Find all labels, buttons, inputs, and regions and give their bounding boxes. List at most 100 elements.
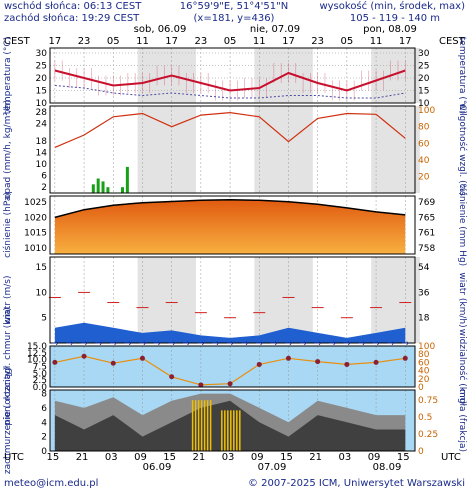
cloud-base-point <box>373 359 379 365</box>
precipitation-bar <box>106 187 110 193</box>
top-hour-label: 23 <box>311 36 324 47</box>
wind-direction-arrow: → <box>328 339 336 349</box>
top-day-label: nie, 07.09 <box>250 24 300 35</box>
wind-direction-arrow: → <box>139 339 147 349</box>
right-axis-title: wilgotność wzgl. (%) <box>457 103 468 195</box>
top-hour-label: 05 <box>224 36 237 47</box>
right-tick-label: 60 <box>418 139 430 149</box>
wind-direction-arrow: → <box>387 339 395 349</box>
wind-direction-arrow: → <box>124 339 132 349</box>
left-axis-title: zachmurzenie (oktanty) <box>3 367 13 474</box>
wind-direction-arrow: → <box>168 339 176 349</box>
panel-border <box>49 389 416 452</box>
left-tick-label: 1010 <box>24 244 47 254</box>
cloud-base-point <box>52 359 58 365</box>
panel-wind: 5 10 15 18 36 54 wiatr (m/s) wiatr (km/h) → → → → → →… <box>3 256 467 349</box>
wind-direction-arrow: → <box>285 339 293 349</box>
right-tick-label: 10 <box>418 99 430 109</box>
fog-bar <box>197 400 200 451</box>
right-tick-label: 0 <box>418 383 424 393</box>
panel-border <box>49 105 416 194</box>
fog-bar <box>200 400 203 451</box>
left-tick-label: 12.5 <box>27 349 47 359</box>
left-tick-label: 15 <box>36 87 47 97</box>
left-tick-label: 10 <box>36 160 48 170</box>
left-tick-label: 25 <box>36 62 47 72</box>
panel-border <box>49 256 416 344</box>
fog-bar <box>239 410 241 451</box>
right-tick-label: 40 <box>418 156 430 166</box>
footer-copyright: © 2007-2025 ICM, Uniwersytet Warszawski <box>248 478 465 489</box>
dewpoint-line <box>54 85 406 99</box>
fog-bar <box>233 410 235 451</box>
right-tick-label: 20 <box>418 74 430 84</box>
left-tick-label: 15.0 <box>27 342 47 352</box>
height-values: 105 - 119 - 140 m <box>350 13 440 24</box>
left-tick-label: 2 <box>41 433 47 443</box>
top-hour-label: 17 <box>165 36 178 47</box>
left-tick-label: 1015 <box>24 229 47 239</box>
right-tick-label: 20 <box>418 172 430 182</box>
bottom-hour-label: 03 <box>338 452 351 463</box>
right-axis-title: widzialność (km) <box>457 329 468 405</box>
left-tick-label: 1025 <box>24 198 47 208</box>
left-tick-label: 0.0 <box>33 383 48 393</box>
top-day-label: sob, 06.09 <box>134 24 187 35</box>
coordinates-text: 16°59'9"E, 51°4'51"N <box>180 1 288 12</box>
cloud-base-point <box>81 353 87 359</box>
bottom-hour-label: 03 <box>105 452 118 463</box>
right-tick-label: 30 <box>418 49 430 59</box>
fog-bar <box>224 410 226 451</box>
wind-direction-arrow: → <box>314 339 322 349</box>
left-tick-label: 6 <box>41 172 47 182</box>
cloud-base-point <box>139 355 145 361</box>
left-tick-label: 15 <box>36 263 47 273</box>
grid-text: (x=181, y=436) <box>194 13 275 24</box>
left-tick-label: 24 <box>36 119 48 129</box>
right-tick-label: 18 <box>418 314 430 324</box>
cloud-base-point <box>110 360 116 366</box>
fog-bar <box>227 410 229 451</box>
left-tick-label: 4 <box>41 418 47 428</box>
footer-email[interactable]: meteo@icm.edu.pl <box>4 478 98 489</box>
panel-border <box>49 47 416 104</box>
top-hour-label: 11 <box>370 36 383 47</box>
right-tick-label: 80 <box>418 123 430 133</box>
top-hour-label: 11 <box>136 36 149 47</box>
fog-bar <box>221 410 223 451</box>
right-tick-label: 765 <box>418 213 435 223</box>
panel-background <box>50 346 415 387</box>
wind-direction-arrow: → <box>255 339 263 349</box>
cloud-base-point <box>344 361 350 367</box>
panel-border <box>49 345 416 388</box>
right-tick-label: 20 <box>418 375 430 385</box>
precipitation-bar <box>91 184 95 193</box>
right-tick-label: 54 <box>418 263 430 273</box>
bottom-day-label: 06.09 <box>143 462 172 473</box>
precipitation-bar <box>121 187 124 193</box>
right-tick-label: 769 <box>418 198 435 208</box>
bottom-hour-label: 09 <box>368 452 381 463</box>
pressure-area <box>54 199 406 254</box>
bottom-hour-label: 09 <box>251 452 264 463</box>
wind-direction-arrow: → <box>153 339 161 349</box>
right-tick-label: 36 <box>418 288 430 298</box>
right-tick-label: 761 <box>418 229 435 239</box>
top-hour-label: 17 <box>399 36 412 47</box>
wind-direction-arrow: → <box>401 339 409 349</box>
bottom-hour-label: 21 <box>309 452 322 463</box>
height-label: wysokość (min, środek, max) <box>319 0 465 12</box>
wind-direction-arrow: → <box>212 339 220 349</box>
left-tick-label: 18 <box>36 137 48 147</box>
wind-direction-arrow: → <box>343 339 351 349</box>
left-tick-label: 30 <box>36 49 48 59</box>
right-tick-label: 0.75 <box>418 396 438 406</box>
left-tick-label: 10 <box>36 288 48 298</box>
left-tick-label: 28 <box>36 108 48 118</box>
left-tick-label: 2 <box>41 183 47 193</box>
night-band <box>137 106 196 193</box>
left-tick-label: 20 <box>36 74 48 84</box>
